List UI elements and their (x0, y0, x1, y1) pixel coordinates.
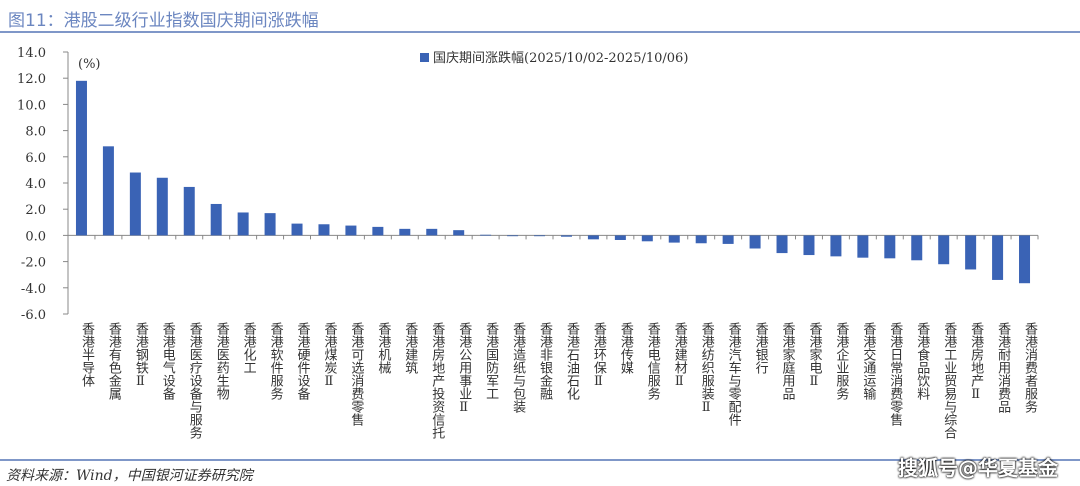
x-tick-label: 香港钢铁Ⅱ (133, 322, 149, 389)
bar (480, 234, 492, 236)
bar (641, 235, 653, 242)
x-tick-label: 香港建筑 (402, 322, 418, 375)
x-tick-label: 香港电信服务 (645, 322, 661, 400)
y-tick-label: 8.0 (25, 125, 46, 140)
x-tick-label: 香港煤炭Ⅱ (321, 322, 337, 389)
x-tick-label: 香港公用事业Ⅱ (456, 322, 472, 415)
bar (722, 235, 734, 244)
bar (992, 235, 1004, 280)
y-tick-label: -2.0 (21, 256, 46, 271)
bar (938, 235, 950, 265)
x-tick-label: 香港有色金属 (106, 322, 122, 401)
bar (668, 235, 680, 243)
x-tick-label: 香港日常消费零售 (887, 322, 903, 426)
y-tick-label: 2.0 (25, 203, 46, 218)
x-tick-label: 香港食品饮料 (914, 322, 930, 400)
y-tick-label: -4.0 (21, 282, 46, 297)
x-tick-label: 香港银行 (753, 322, 769, 375)
y-tick-label: 6.0 (25, 151, 46, 166)
bar (156, 177, 168, 236)
y-tick-label: 10.0 (17, 98, 46, 113)
y-tick-label: 14.0 (17, 46, 46, 61)
bar (237, 212, 249, 236)
x-tick-label: 香港电气设备 (160, 322, 176, 401)
bar (372, 226, 384, 236)
x-tick-label: 香港化工 (241, 322, 257, 374)
bar (426, 228, 438, 236)
bar (264, 213, 276, 236)
unit-label: (%) (78, 57, 101, 72)
bar (183, 186, 195, 236)
x-tick-label: 香港房地产Ⅱ (968, 322, 984, 402)
bar (453, 230, 465, 236)
x-tick-label: 香港房地产投资信托 (429, 322, 445, 439)
x-tick-label: 香港家庭用品 (780, 322, 796, 400)
bar (911, 235, 923, 261)
x-tick-label: 香港国防军工 (483, 322, 499, 400)
bar (507, 235, 519, 237)
bar (210, 203, 222, 236)
bar (291, 223, 303, 236)
bar (399, 228, 411, 236)
bar (803, 235, 815, 256)
y-tick-label: -6.0 (21, 308, 46, 323)
legend-swatch (420, 53, 429, 62)
x-tick-label: 香港耐用消费品 (995, 322, 1011, 413)
x-tick-label: 香港非银金融 (537, 322, 553, 400)
y-tick-label: 0.0 (25, 229, 46, 244)
bar (965, 235, 977, 270)
title-divider (0, 31, 1080, 33)
bar (560, 235, 572, 237)
bar (102, 146, 114, 236)
bar (830, 235, 842, 257)
x-tick-label: 香港纺织服装Ⅱ (699, 322, 715, 415)
y-tick-label: 4.0 (25, 177, 46, 192)
bar (587, 235, 599, 240)
x-tick-label: 香港软件服务 (268, 322, 284, 400)
watermark: 搜狐号@华夏基金 (898, 456, 1058, 480)
x-tick-label: 香港家电Ⅱ (806, 322, 822, 389)
bar (695, 235, 707, 244)
bar (884, 235, 896, 259)
bar (345, 225, 357, 236)
source-note: 资料来源：Wind，中国银河证券研究院 (6, 468, 253, 484)
x-tick-label: 香港医药生物 (214, 322, 230, 401)
x-tick-label: 香港汽车与零配件 (726, 322, 742, 426)
y-tick-label: 12.0 (17, 72, 46, 87)
x-tick-label: 香港硬件设备 (295, 322, 311, 401)
x-tick-label: 香港机械 (375, 322, 391, 374)
bar (776, 235, 788, 254)
bar (75, 80, 87, 236)
x-tick-label: 香港造纸与包装 (510, 322, 526, 413)
x-tick-label: 香港半导体 (79, 322, 95, 387)
x-tick-label: 香港环保Ⅱ (591, 322, 607, 389)
x-tick-label: 香港企业服务 (833, 322, 849, 400)
bar (129, 172, 141, 236)
x-tick-label: 香港可选消费零售 (348, 322, 364, 426)
footer-divider (0, 459, 1080, 461)
x-tick-label: 香港消费者服务 (1022, 322, 1038, 413)
x-tick-label: 香港石油石化 (564, 322, 580, 401)
x-tick-label: 香港建材Ⅱ (672, 322, 688, 389)
bar (534, 235, 546, 237)
x-tick-label: 香港工业贸易与综合 (941, 322, 957, 439)
x-tick-label: 香港传媒 (618, 322, 634, 374)
bar (749, 235, 761, 249)
bar (318, 224, 330, 236)
bar (1019, 235, 1031, 284)
x-tick-label: 香港医疗设备与服务 (187, 322, 203, 439)
legend-label: 国庆期间涨跌幅(2025/10/02-2025/10/06) (433, 50, 688, 66)
figure-title: 图11：港股二级行业指数国庆期间涨跌幅 (8, 11, 319, 31)
x-tick-label: 香港交通运输 (860, 322, 876, 400)
bar (614, 235, 626, 240)
bar (857, 235, 869, 258)
